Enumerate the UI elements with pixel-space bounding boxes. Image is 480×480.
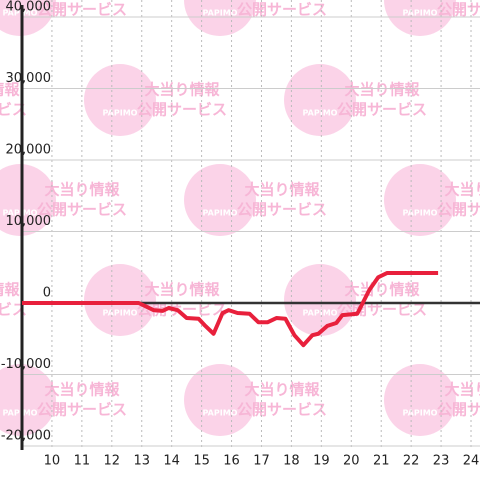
watermark-text: 公開サービス <box>137 101 227 119</box>
x-tick-label: 14 <box>163 454 180 469</box>
x-tick-label: 24 <box>463 454 480 469</box>
y-tick-label: 40,000 <box>6 0 52 15</box>
watermark-brand: PAPIMO <box>203 409 238 418</box>
watermark-text: 公開サービス <box>237 201 327 219</box>
watermark-text: 大当り情報 <box>0 81 20 99</box>
x-tick-label: 22 <box>403 454 420 469</box>
watermark-text: 大当り情報 <box>444 181 480 199</box>
watermark-layer: PAPIMO大当り情報公開サービスPAPIMO大当り情報公開サービスPAPIMO… <box>0 0 480 436</box>
y-tick-label: 20,000 <box>6 143 52 158</box>
watermark-brand: PAPIMO <box>3 409 38 418</box>
watermark-brand: PAPIMO <box>203 9 238 18</box>
x-tick-label: 23 <box>433 454 450 469</box>
watermark-logo <box>384 364 456 436</box>
x-tick-label: 13 <box>133 454 150 469</box>
y-tick-label: 0 <box>43 286 51 301</box>
watermark-text: 公開サービス <box>0 301 27 319</box>
watermark-text: 大当り情報 <box>0 281 20 299</box>
watermark-logo <box>284 64 356 136</box>
watermark-text: 大当り情報 <box>344 81 420 99</box>
y-tick-label: 10,000 <box>6 214 52 229</box>
watermark-text: 公開サービス <box>37 401 127 419</box>
watermark-logo <box>384 0 456 36</box>
watermark-brand: PAPIMO <box>303 109 338 118</box>
watermark-logo <box>0 364 56 436</box>
x-tick-label: 18 <box>283 454 300 469</box>
watermark-text: 大当り情報 <box>444 381 480 399</box>
watermark-text: 公開サービス <box>137 301 227 319</box>
x-tick-label: 21 <box>373 454 390 469</box>
watermark-text: 公開サービス <box>337 101 427 119</box>
watermark-text: 大当り情報 <box>244 381 320 399</box>
watermark-text: 大当り情報 <box>244 181 320 199</box>
watermark-text: 公開サービス <box>437 401 480 419</box>
watermark-logo <box>0 164 56 236</box>
watermark-logo <box>0 0 56 36</box>
x-tick-label: 19 <box>313 454 330 469</box>
watermark-text: 公開サービス <box>37 1 127 19</box>
watermark-logo <box>384 164 456 236</box>
watermark-brand: PAPIMO <box>103 109 138 118</box>
watermark-brand: PAPIMO <box>403 409 438 418</box>
watermark-text: 大当り情報 <box>44 381 120 399</box>
watermark-brand: PAPIMO <box>3 209 38 218</box>
watermark-text: 公開サービス <box>37 201 127 219</box>
x-tick-label: 11 <box>74 454 91 469</box>
watermark-brand: PAPIMO <box>3 9 38 18</box>
watermark-logo <box>84 64 156 136</box>
watermark-brand: PAPIMO <box>403 9 438 18</box>
y-tick-label: 30,000 <box>6 71 52 86</box>
x-tick-label: 10 <box>44 454 61 469</box>
watermark-brand: PAPIMO <box>203 209 238 218</box>
watermark-logo <box>84 264 156 336</box>
watermark-text: 公開サービス <box>237 401 327 419</box>
watermark-text: 大当り情報 <box>144 81 220 99</box>
watermark-brand: PAPIMO <box>403 209 438 218</box>
x-tick-label: 16 <box>223 454 240 469</box>
x-tick-label: 17 <box>253 454 270 469</box>
watermark-brand: PAPIMO <box>303 309 338 318</box>
y-tick-label: -10,000 <box>1 357 51 372</box>
data-line <box>22 270 439 348</box>
watermark-text: 公開サービス <box>237 1 327 19</box>
watermark-text: 公開サービス <box>0 101 27 119</box>
x-tick-label: 20 <box>343 454 360 469</box>
y-tick-label: -20,000 <box>1 429 51 444</box>
x-tick-label: 12 <box>104 454 121 469</box>
watermark-text: 大当り情報 <box>44 181 120 199</box>
watermark-text: 公開サービス <box>437 1 480 19</box>
watermark-text: 大当り情報 <box>144 281 220 299</box>
watermark-brand: PAPIMO <box>103 309 138 318</box>
watermark-text: 公開サービス <box>437 201 480 219</box>
x-tick-label: 15 <box>193 454 210 469</box>
watermark-text: 大当り情報 <box>344 281 420 299</box>
